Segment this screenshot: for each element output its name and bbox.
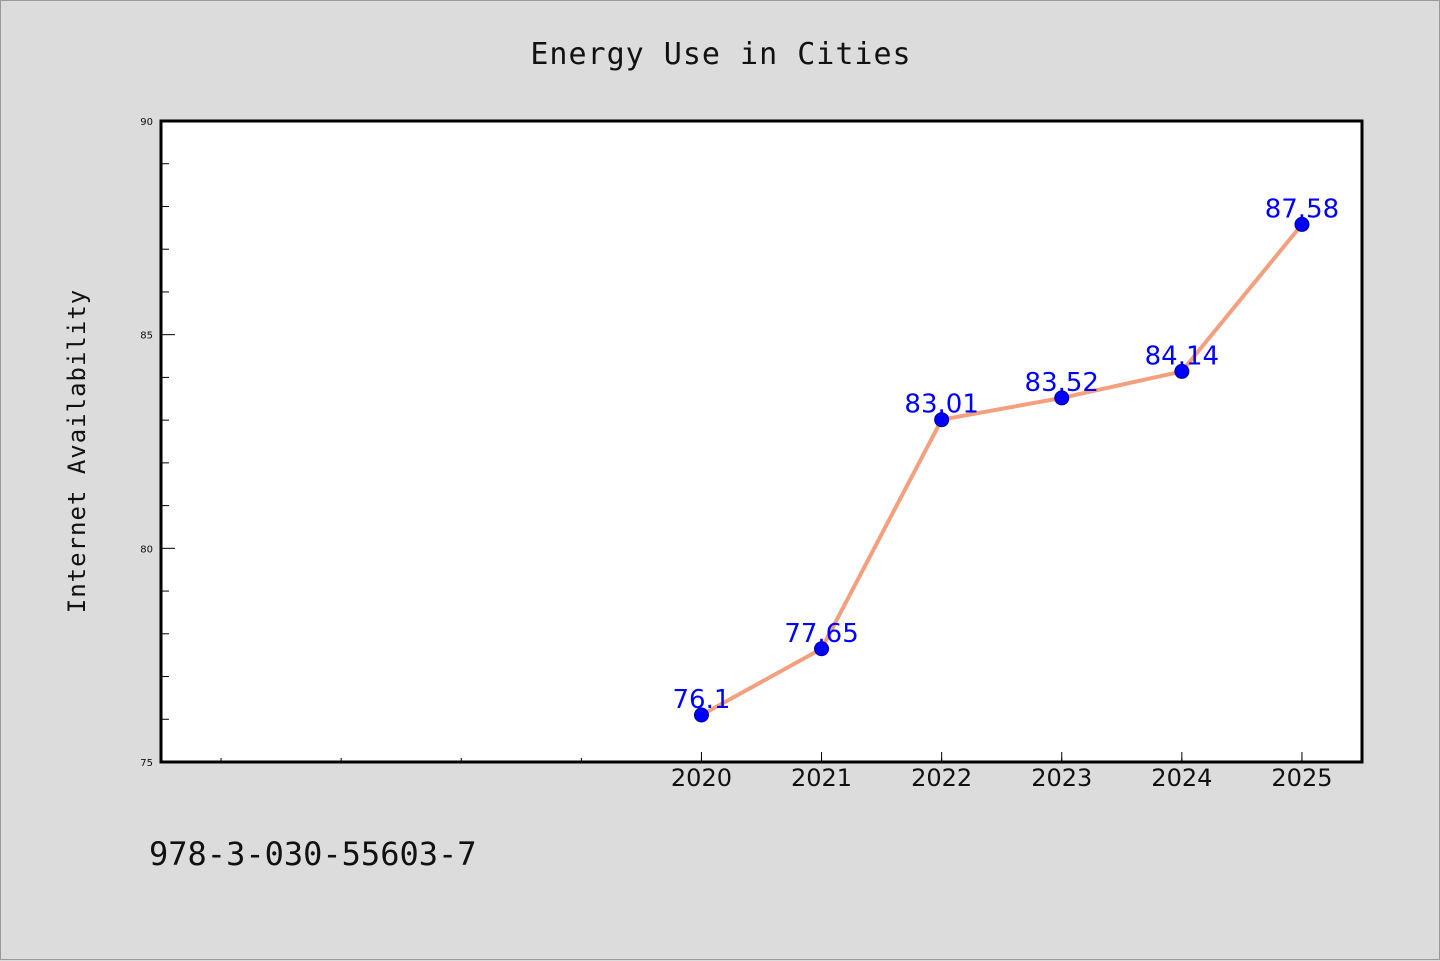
data-point [1294,216,1310,232]
x-tick-label: 2022 [911,764,972,792]
data-label: 83.01 [904,390,978,420]
data-label: 84.14 [1145,341,1219,371]
data-point [1174,363,1190,379]
plot-area [161,121,1362,762]
x-tick-label: 2024 [1151,764,1212,792]
data-point [814,641,830,657]
series-line [699,222,1304,717]
x-tick-label: 2025 [1271,764,1332,792]
plot-border [159,119,1364,764]
data-points [693,216,1310,723]
y-tick-label: 75 [140,758,153,769]
y-axis-label: Internet Availability [63,289,91,613]
chart-title: Energy Use in Cities [530,37,911,72]
data-label: 87.58 [1265,194,1339,224]
data-point [1054,390,1070,406]
data-label: 76.1 [673,685,731,715]
x-tick-label: 2023 [1031,764,1092,792]
data-point [934,412,950,428]
data-labels: 76.1 77.65 83.01 83.52 84.14 87.58 [673,194,1340,715]
y-tick-label: 85 [140,331,153,342]
data-point [693,707,709,723]
series-line-group [699,222,1304,717]
x-axis-ticks: 2020 2021 2022 2023 2024 2025 [671,752,1332,792]
x-tick-label: 2020 [671,764,732,792]
isbn-footer: 978-3-030-55603-7 [149,835,477,873]
y-tick-label: 80 [140,544,153,555]
x-tick-label: 2021 [791,764,852,792]
data-label: 77.65 [784,619,858,649]
data-label: 83.52 [1025,368,1099,398]
y-tick-label: 90 [140,117,153,128]
